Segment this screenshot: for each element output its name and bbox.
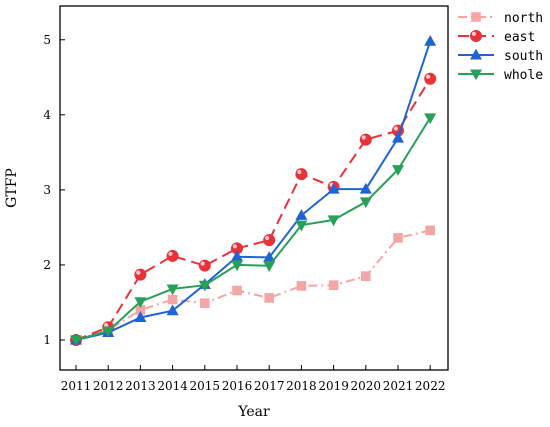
x-tick-label: 2011	[61, 379, 92, 393]
y-axis-label: GTFP	[4, 168, 20, 208]
x-axis-label: Year	[237, 404, 270, 420]
data-point	[231, 242, 243, 255]
series-south	[70, 34, 437, 345]
data-point	[328, 280, 339, 290]
data-point	[102, 326, 115, 338]
data-point	[198, 259, 211, 272]
legend-label: whole	[504, 68, 543, 83]
data-point	[263, 234, 276, 247]
data-point	[327, 182, 340, 194]
x-tick-label: 2021	[383, 379, 414, 393]
axes-layer: 2011 2012 2013 2014 2015 2016 2017 2018 2019 2020…	[43, 5, 449, 393]
data-point	[264, 293, 274, 303]
data-point	[296, 281, 307, 291]
x-tick-label: 2018	[286, 379, 317, 393]
data-point	[295, 168, 308, 181]
x-tick-label: 2022	[415, 379, 446, 393]
series-line	[75, 117, 432, 341]
data-point	[231, 260, 243, 272]
x-tick-label: 2015	[190, 379, 221, 393]
data-point	[392, 131, 404, 143]
data-point	[166, 284, 179, 296]
data-point	[134, 297, 147, 309]
data-point	[424, 72, 437, 85]
x-tick-label: 2013	[125, 379, 156, 393]
legend-item: north	[458, 11, 543, 26]
data-point	[198, 280, 211, 292]
x-tick-label: 2019	[318, 379, 349, 393]
series-line	[75, 78, 432, 341]
plot-frame	[59, 5, 449, 371]
x-tick-label: 2014	[157, 379, 188, 393]
data-point	[359, 133, 372, 146]
data-point	[295, 209, 308, 220]
series-line	[75, 229, 431, 341]
y-tick-label: 5	[43, 33, 51, 47]
data-point	[70, 335, 82, 347]
data-point	[425, 225, 435, 236]
legend-marker	[470, 48, 482, 60]
y-tick-label: 2	[43, 258, 51, 272]
legend-label: north	[504, 11, 543, 26]
data-point	[263, 251, 276, 262]
data-point	[134, 311, 147, 322]
data-point	[231, 250, 243, 262]
series-east	[70, 72, 437, 346]
x-tick-label: 2020	[351, 379, 382, 393]
x-tick-label: 2017	[254, 379, 285, 393]
data-point	[135, 305, 146, 315]
data-point	[166, 304, 179, 316]
legend-item: east	[458, 30, 535, 45]
y-tick-label: 1	[43, 333, 51, 347]
data-point	[232, 285, 242, 296]
data-point	[327, 215, 340, 227]
series-line	[75, 40, 432, 341]
data-point	[200, 298, 210, 309]
series-whole	[70, 113, 437, 347]
legend-marker	[471, 12, 481, 22]
legend-item: south	[458, 48, 543, 64]
series-north	[71, 225, 435, 345]
legend-label: east	[504, 30, 535, 45]
y-tick-label: 4	[43, 108, 51, 122]
legend-label: south	[504, 49, 543, 64]
data-point	[392, 165, 404, 176]
data-point	[134, 268, 147, 281]
data-point	[167, 294, 178, 305]
data-point	[359, 197, 372, 209]
data-point	[393, 233, 403, 243]
data-point	[166, 249, 179, 262]
legend-marker	[470, 30, 482, 42]
x-tick-label: 2016	[222, 379, 253, 393]
data-point	[263, 261, 276, 272]
data-point	[361, 271, 371, 281]
series-layer	[70, 34, 437, 347]
legend: north east south whole	[458, 11, 543, 83]
legend-marker	[470, 69, 482, 81]
data-point	[424, 34, 437, 46]
legend-item: whole	[458, 68, 543, 83]
data-point	[359, 182, 372, 194]
y-tick-label: 3	[43, 183, 51, 197]
data-point	[424, 113, 437, 125]
data-point	[295, 220, 308, 232]
x-tick-label: 2012	[93, 379, 124, 393]
